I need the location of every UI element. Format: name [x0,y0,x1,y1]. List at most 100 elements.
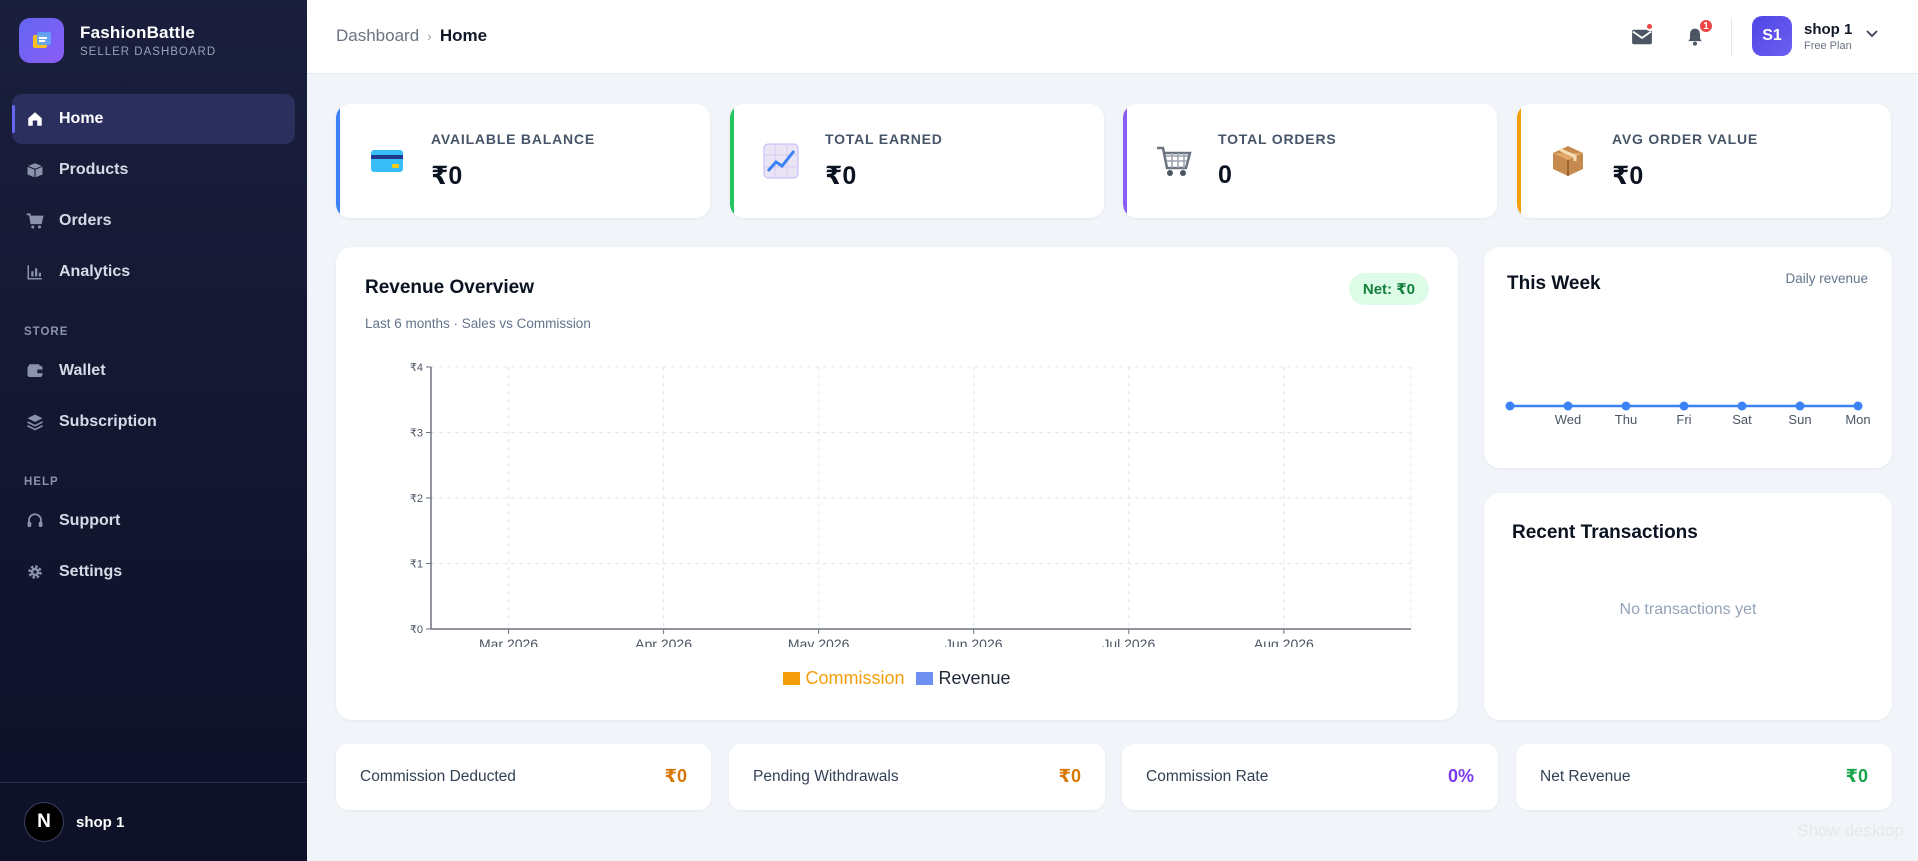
x-tick-label: Fri [1676,412,1691,427]
data-point [1621,401,1631,411]
layers-icon [25,412,45,432]
summary-card-net-revenue: Net Revenue ₹0 [1516,744,1892,810]
section-help-label: HELP [24,476,59,488]
data-point [1563,401,1573,411]
stat-value: 0 [1218,161,1232,189]
x-tick-label: Jul 2026 [1102,636,1155,647]
legend-item-revenue[interactable]: Revenue [916,668,1011,689]
data-point [1737,401,1747,411]
y-tick-label: ₹0 [410,624,423,636]
unread-dot [1645,22,1654,31]
recent-transactions-panel: Recent Transactions No transactions yet [1484,493,1892,720]
accent-bar [336,104,340,218]
brand-subtitle: SELLER DASHBOARD [80,46,217,58]
legend-swatch [916,672,934,685]
profile-avatar: S1 [1752,16,1792,56]
brand[interactable]: FashionBattle SELLER DASHBOARD [19,18,216,63]
stat-label: TOTAL ORDERS [1218,131,1337,147]
sidebar-item-label: Subscription [59,413,157,430]
section-store-label: STORE [24,326,69,338]
data-point [1679,401,1689,411]
summary-card-commission-deducted: Commission Deducted ₹0 [336,744,711,810]
x-tick-label: Aug 2026 [1254,636,1314,647]
profile-menu[interactable]: S1 shop 1 Free Plan [1752,16,1878,56]
empty-state: No transactions yet [1619,601,1757,618]
x-tick-label: Sat [1732,412,1752,427]
package-icon [1549,142,1587,180]
stat-value: ₹0 [825,162,857,190]
sidebar-item-orders[interactable]: Orders [12,196,295,246]
breadcrumb-current: Home [439,26,488,45]
data-point [1795,401,1805,411]
panel-title: This Week [1507,273,1601,294]
brand-logo [19,18,64,63]
gear-icon [25,562,45,582]
home-icon [25,109,45,129]
summary-label: Commission Deducted [360,768,516,785]
sidebar-item-support[interactable]: Support [12,496,295,546]
header-divider [1731,18,1732,56]
show-desktop-hint[interactable]: Show desktop [1797,821,1904,840]
data-point [1505,401,1515,411]
chevron-right-icon: › [427,28,432,44]
sidebar-item-label: Support [59,512,121,529]
shopping-cart-icon [1155,142,1193,180]
chevron-down-icon [1866,30,1878,38]
avatar: N [24,802,64,842]
accent-bar [1517,104,1521,218]
revenue-overview-panel: Revenue Overview Last 6 months · Sales v… [336,247,1458,720]
sidebar-footer[interactable]: N shop 1 [0,782,307,861]
sidebar: FashionBattle SELLER DASHBOARD Home Prod… [0,0,307,861]
sidebar-item-wallet[interactable]: Wallet [12,346,295,396]
bell-icon [1688,28,1702,46]
x-tick-label: Thu [1615,412,1637,427]
legend-item-commission[interactable]: Commission [783,668,904,689]
accent-bar [1123,104,1127,218]
breadcrumb-dashboard[interactable]: Dashboard [336,26,420,45]
panel-title: Recent Transactions [1512,522,1698,543]
stat-card-earned: TOTAL EARNED ₹0 [730,104,1104,218]
stat-card-orders: TOTAL ORDERS 0 [1123,104,1497,218]
x-tick-label: Mar 2026 [479,636,538,647]
sidebar-item-subscription[interactable]: Subscription [12,397,295,447]
panel-title: Revenue Overview [365,277,534,298]
sidebar-item-label: Analytics [59,263,131,280]
net-badge: Net: ₹0 [1348,273,1429,305]
x-tick-label: Wed [1555,412,1582,427]
stat-value: ₹0 [431,162,463,190]
profile-name: shop 1 [1804,20,1853,38]
panel-subtitle: Daily revenue [1785,271,1868,286]
stat-label: AVG ORDER VALUE [1612,131,1759,147]
y-tick-label: ₹4 [410,362,423,374]
breadcrumb: Dashboard › Home [336,26,487,46]
credit-card-icon [368,142,406,180]
chart-legend: Commission Revenue [336,668,1458,689]
this-week-panel: This Week Daily revenue Wed Thu Fri Sat Sun M… [1484,247,1892,468]
notification-badge: 1 [1698,18,1714,34]
stat-label: TOTAL EARNED [825,131,943,147]
wallet-icon [25,361,45,381]
sidebar-item-label: Settings [59,563,123,580]
stat-label: AVAILABLE BALANCE [431,131,595,147]
panel-subtitle: Last 6 months · Sales vs Commission [365,316,591,331]
sidebar-item-home[interactable]: Home [12,94,295,144]
sidebar-item-label: Products [59,161,129,178]
stat-value: ₹0 [1612,162,1644,190]
sidebar-item-analytics[interactable]: Analytics [12,247,295,297]
sidebar-item-settings[interactable]: Settings [12,547,295,597]
sidebar-item-products[interactable]: Products [12,145,295,195]
legend-label: Revenue [938,668,1011,688]
bar-chart-icon [25,262,45,282]
y-tick-label: ₹2 [410,493,423,505]
logo-icon [32,31,51,48]
stat-card-balance: AVAILABLE BALANCE ₹0 [336,104,710,218]
legend-swatch [783,672,801,685]
stat-card-avg-order: AVG ORDER VALUE ₹0 [1517,104,1891,218]
notifications-button[interactable]: 1 [1680,18,1714,52]
summary-value: ₹0 [1845,766,1868,786]
messages-button[interactable] [1627,22,1657,52]
summary-card-commission-rate: Commission Rate 0% [1122,744,1498,810]
data-point [1853,401,1863,411]
sidebar-item-label: Orders [59,212,112,229]
summary-label: Pending Withdrawals [753,768,899,785]
